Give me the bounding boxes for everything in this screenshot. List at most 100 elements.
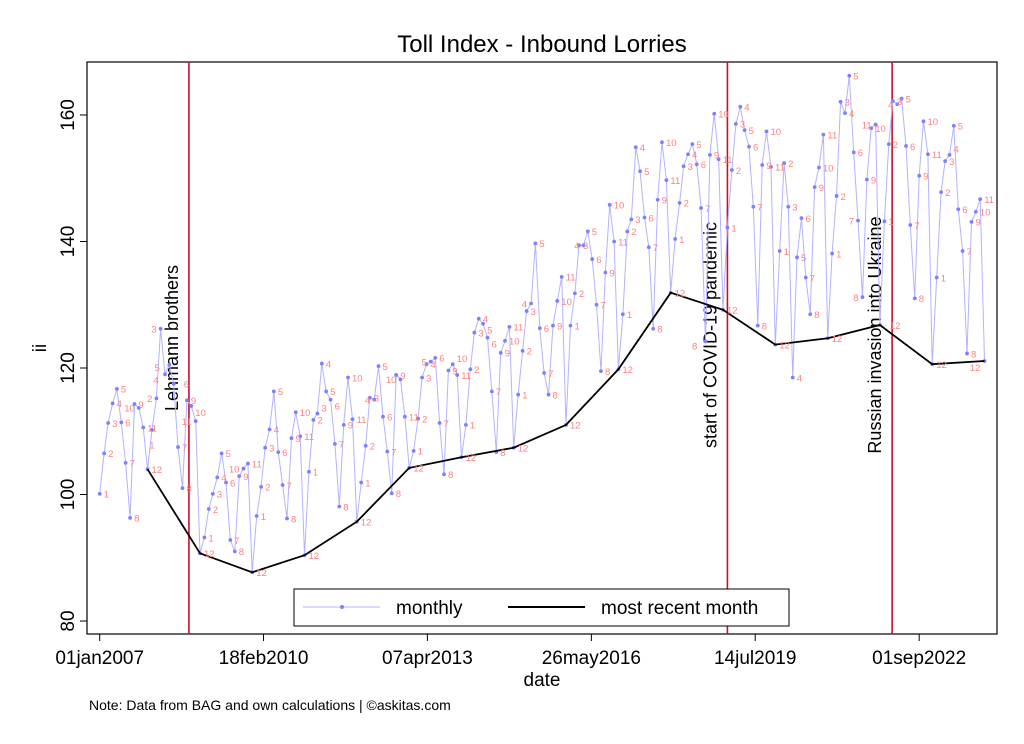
month-label: 3 bbox=[792, 203, 797, 214]
monthly-point bbox=[346, 375, 350, 380]
month-label: 9 bbox=[766, 161, 771, 172]
month-label: 12 bbox=[309, 551, 320, 562]
monthly-point bbox=[886, 142, 891, 146]
month-label: 7 bbox=[391, 447, 396, 458]
monthly-point bbox=[638, 169, 642, 174]
month-label: 10 bbox=[718, 110, 729, 121]
x-tick-label: 18feb2010 bbox=[219, 648, 309, 669]
y-axis-label: ii bbox=[30, 344, 51, 352]
chart-note: Note: Data from BAG and own calculations… bbox=[89, 697, 451, 713]
monthly-point bbox=[795, 255, 799, 260]
month-label: 10 bbox=[980, 208, 991, 219]
monthly-point bbox=[572, 291, 577, 296]
monthly-point bbox=[464, 423, 468, 427]
month-label: 5 bbox=[487, 326, 492, 337]
monthly-point bbox=[472, 330, 477, 335]
monthly-point bbox=[664, 178, 669, 183]
month-label: 4 bbox=[692, 150, 697, 161]
month-label: 1 bbox=[888, 217, 893, 228]
monthly-point bbox=[594, 302, 599, 307]
monthly-point bbox=[442, 472, 446, 477]
month-label: 11 bbox=[566, 273, 576, 284]
month-label: 12 bbox=[727, 306, 738, 317]
monthly-point bbox=[424, 362, 429, 367]
month-label: 12 bbox=[936, 360, 947, 371]
month-label: 6 bbox=[184, 380, 189, 391]
monthly-point bbox=[119, 420, 124, 425]
month-label: 10 bbox=[457, 354, 468, 365]
monthly-point bbox=[716, 157, 721, 162]
monthly-point bbox=[860, 295, 865, 300]
month-label: 11 bbox=[357, 415, 367, 426]
monthly-point bbox=[865, 177, 869, 182]
month-label: 4 bbox=[954, 145, 959, 156]
monthly-point bbox=[359, 480, 364, 485]
month-label: 8 bbox=[500, 448, 505, 459]
monthly-point bbox=[712, 111, 717, 116]
monthly-point bbox=[141, 425, 146, 430]
monthly-point bbox=[280, 483, 285, 487]
month-label: 8 bbox=[239, 547, 244, 558]
monthly-point bbox=[97, 491, 102, 496]
month-label: 3 bbox=[897, 97, 902, 108]
month-label: 4 bbox=[274, 425, 279, 436]
monthly-point bbox=[843, 111, 847, 116]
month-label: 2 bbox=[527, 347, 532, 358]
series-most-recent-month bbox=[146, 291, 985, 574]
month-label: 6 bbox=[230, 478, 235, 489]
monthly-point bbox=[607, 202, 612, 207]
monthly-point bbox=[960, 249, 965, 253]
month-label: 12 bbox=[832, 334, 843, 345]
month-label: 5 bbox=[330, 387, 335, 398]
monthly-point bbox=[908, 223, 913, 227]
monthly-point bbox=[655, 197, 660, 202]
monthly-point bbox=[185, 398, 189, 403]
monthly-point bbox=[537, 326, 542, 331]
monthly-point bbox=[673, 237, 678, 241]
monthly-point bbox=[603, 270, 608, 275]
month-label: 1 bbox=[470, 421, 475, 432]
month-label: 11 bbox=[723, 155, 733, 166]
month-label: 10 bbox=[875, 124, 886, 135]
monthly-point bbox=[128, 516, 132, 520]
monthly-point bbox=[163, 372, 167, 377]
month-label: 10 bbox=[195, 408, 206, 419]
month-label: 9 bbox=[819, 183, 824, 194]
month-label: 6 bbox=[544, 324, 549, 335]
month-label: 11 bbox=[304, 432, 314, 443]
month-label: 9 bbox=[139, 400, 144, 411]
monthly-point bbox=[241, 466, 246, 471]
month-label: 2 bbox=[213, 505, 218, 516]
monthly-point bbox=[577, 243, 581, 248]
monthly-point bbox=[568, 323, 573, 328]
month-label: 4 bbox=[744, 103, 749, 114]
monthly-point bbox=[176, 445, 180, 449]
x-axis-label: date bbox=[524, 670, 561, 691]
month-label: 2 bbox=[945, 188, 950, 199]
month-label: 5 bbox=[644, 167, 649, 178]
monthly-point bbox=[708, 152, 712, 157]
month-label: 3 bbox=[269, 444, 274, 455]
monthly-point bbox=[468, 367, 473, 372]
month-label: 5 bbox=[906, 94, 911, 105]
month-label: 12 bbox=[890, 321, 901, 332]
monthly-point bbox=[599, 369, 603, 374]
monthly-point bbox=[917, 173, 922, 178]
month-label: 8 bbox=[396, 489, 401, 500]
month-label: 6 bbox=[962, 205, 967, 216]
month-label: 7 bbox=[444, 419, 449, 430]
monthly-point bbox=[742, 128, 747, 133]
month-labels: 1234567891011121234567891011121234567891… bbox=[104, 72, 994, 579]
monthly-point bbox=[847, 73, 852, 78]
month-label: 3 bbox=[112, 419, 117, 430]
month-label: 7 bbox=[967, 247, 972, 258]
monthly-point bbox=[324, 389, 329, 394]
monthly-point bbox=[420, 375, 424, 380]
monthly-point bbox=[782, 161, 787, 165]
monthly-point bbox=[193, 419, 198, 424]
month-label: 6 bbox=[806, 214, 811, 225]
month-label: 12 bbox=[466, 453, 477, 464]
month-label: 8 bbox=[448, 470, 453, 481]
month-label: 9 bbox=[557, 321, 562, 332]
monthly-point bbox=[694, 162, 699, 167]
